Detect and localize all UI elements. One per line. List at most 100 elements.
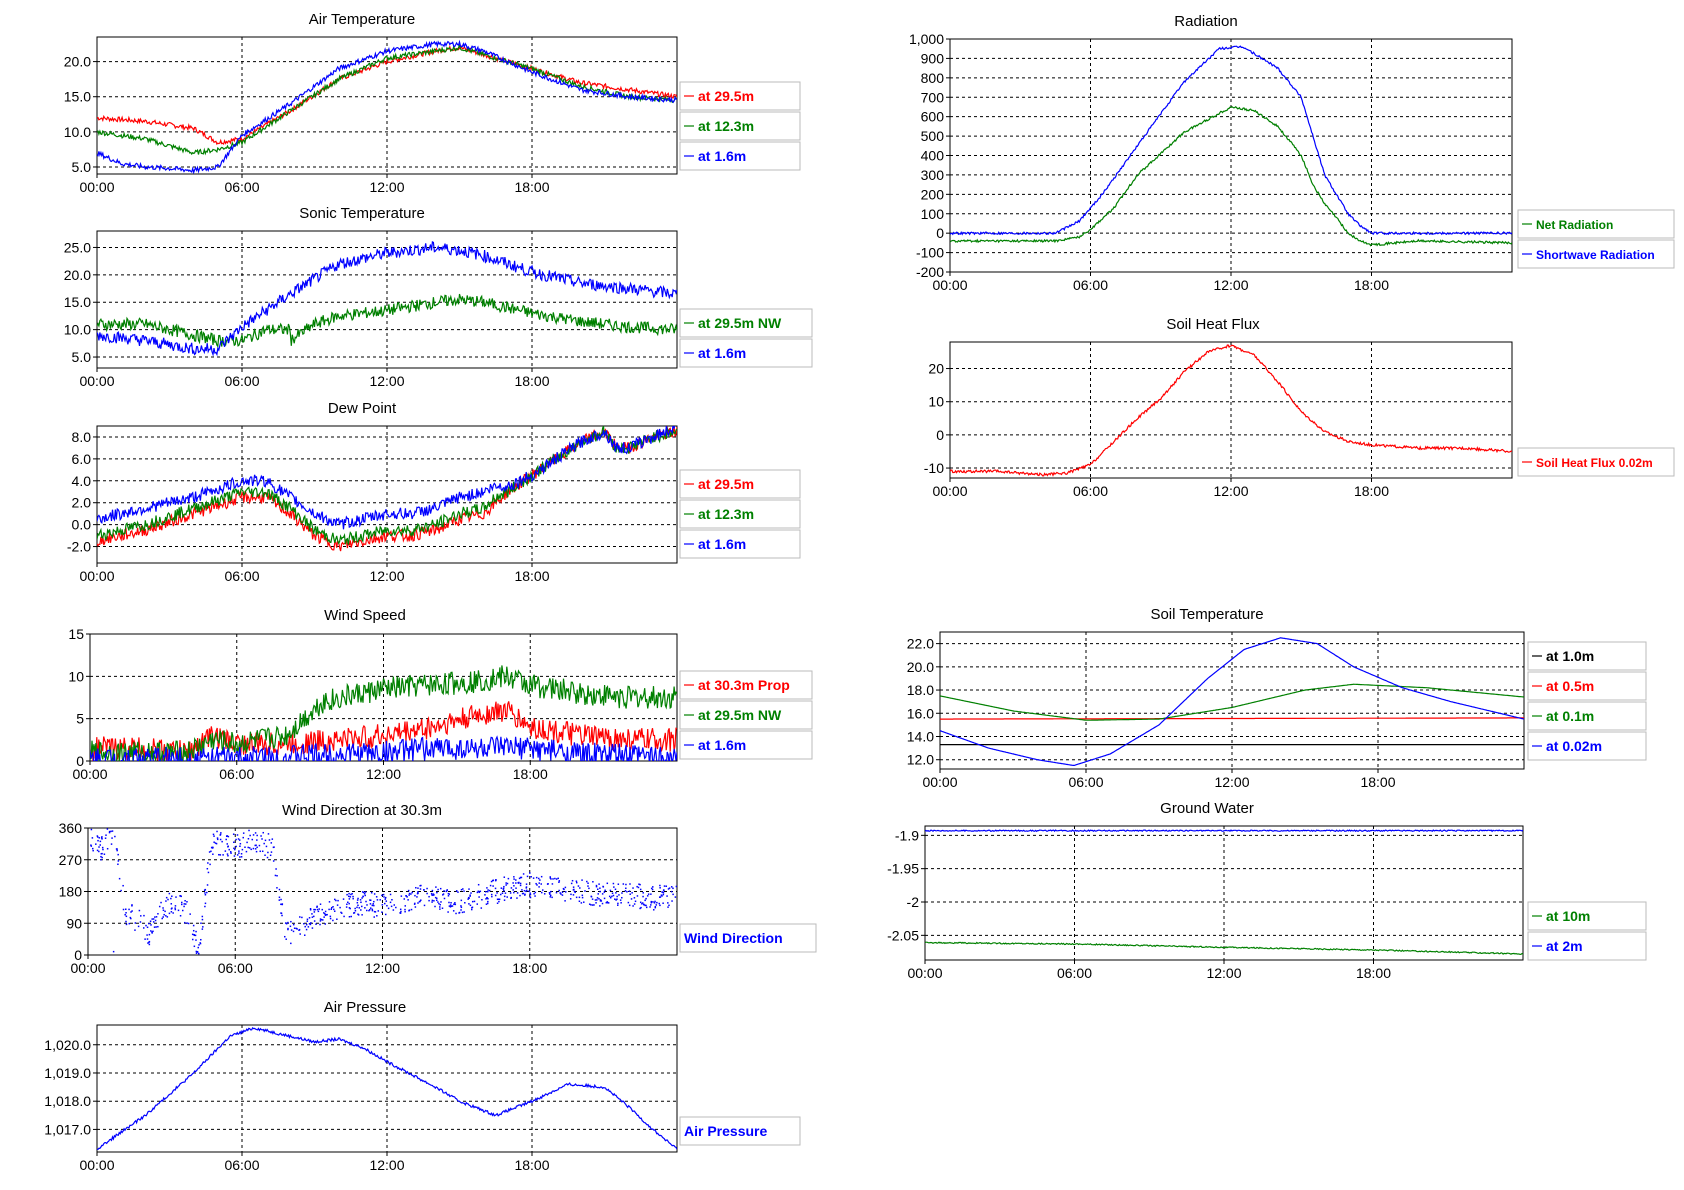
data-point (572, 886, 575, 888)
y-tick-label: 10.0 (64, 322, 91, 338)
data-point (174, 905, 177, 907)
data-point (96, 849, 99, 852)
data-point (454, 902, 456, 904)
data-point (449, 906, 452, 908)
data-point (443, 897, 446, 900)
chart-air-temperature: Air Temperature 5.0 10.0 15.0 20.0 00:00 06:00… (64, 11, 801, 195)
data-point (430, 892, 433, 895)
data-point (654, 900, 656, 903)
data-point (309, 908, 312, 910)
data-point (617, 883, 620, 885)
data-point (214, 842, 217, 844)
data-point (505, 882, 507, 884)
y-tick-label: -2 (907, 894, 920, 910)
data-point (183, 921, 186, 924)
data-point (376, 915, 378, 917)
data-point (268, 839, 271, 841)
legend-box (1527, 671, 1647, 701)
data-point (252, 847, 255, 850)
data-point (369, 899, 372, 902)
data-point (404, 908, 406, 911)
data-point (588, 887, 590, 890)
x-tick-label: 18:00 (514, 179, 549, 195)
data-point (659, 904, 661, 907)
data-point (326, 913, 328, 916)
legend-box (679, 923, 817, 953)
legend-box (679, 338, 813, 368)
data-point (183, 903, 186, 905)
data-point (287, 927, 289, 930)
data-point (356, 901, 359, 904)
data-point (254, 848, 257, 850)
data-point (550, 878, 552, 880)
data-point (197, 946, 200, 949)
data-point (625, 887, 627, 890)
data-point (111, 837, 113, 839)
data-point (667, 906, 669, 908)
data-point (162, 916, 164, 918)
data-point (374, 911, 377, 913)
data-point (324, 923, 327, 925)
data-point (639, 883, 641, 886)
data-point (192, 929, 195, 932)
data-point (645, 906, 648, 909)
data-point (629, 883, 631, 885)
data-point (554, 877, 556, 880)
data-point (663, 885, 666, 887)
data-point (100, 858, 102, 861)
data-point (487, 900, 489, 903)
data-point (485, 898, 487, 900)
y-tick-label: 0 (936, 225, 944, 241)
data-point (584, 890, 586, 892)
data-point (535, 876, 538, 879)
data-point (652, 909, 655, 911)
y-tick-label: 180 (59, 884, 83, 900)
data-point (404, 910, 406, 913)
legend-label: Net Radiation (1536, 218, 1613, 232)
series-line-at-29-5m-nw (97, 293, 677, 348)
data-point (478, 891, 481, 894)
data-point (521, 889, 523, 891)
data-point (256, 846, 258, 849)
data-point (408, 892, 411, 895)
legend-item: Net Radiation (1517, 209, 1675, 239)
data-point (245, 850, 248, 853)
data-point (100, 853, 103, 855)
data-point (535, 882, 537, 885)
data-point (348, 892, 350, 895)
data-point (305, 923, 308, 926)
data-point (463, 911, 465, 913)
data-point (346, 893, 348, 896)
chart-sonic-temperature: Sonic Temperature 5.0 10.0 15.0 20.0 25.0 00:0… (64, 205, 813, 389)
data-point (519, 882, 522, 885)
data-point (450, 905, 453, 907)
data-point (549, 877, 552, 879)
data-point (529, 872, 531, 874)
data-point (414, 906, 417, 908)
data-point (652, 886, 654, 888)
data-point (476, 903, 479, 905)
legend-item: at 2m (1527, 931, 1647, 961)
series-line-net-radiation (950, 105, 1512, 247)
data-point (274, 874, 277, 877)
data-point (180, 903, 183, 906)
y-tick-label: 1,017.0 (44, 1121, 91, 1137)
y-tick-label: 20.0 (907, 659, 934, 675)
legend-box (1517, 239, 1675, 269)
data-point (448, 905, 451, 907)
data-point (389, 893, 392, 896)
chart-radiation: Radiation -200 -100 0 100 200 300 400 500 600 700 8… (909, 13, 1675, 293)
data-point (513, 891, 515, 894)
data-point (186, 901, 188, 903)
data-point (519, 884, 522, 887)
data-point (503, 885, 505, 888)
data-point (122, 908, 125, 911)
data-point (662, 893, 665, 896)
data-point (670, 886, 673, 888)
data-point (640, 906, 642, 909)
x-tick-label: 18:00 (513, 766, 548, 782)
data-point (670, 890, 673, 893)
data-point (204, 905, 206, 908)
data-point (592, 881, 594, 883)
data-point (426, 892, 428, 895)
